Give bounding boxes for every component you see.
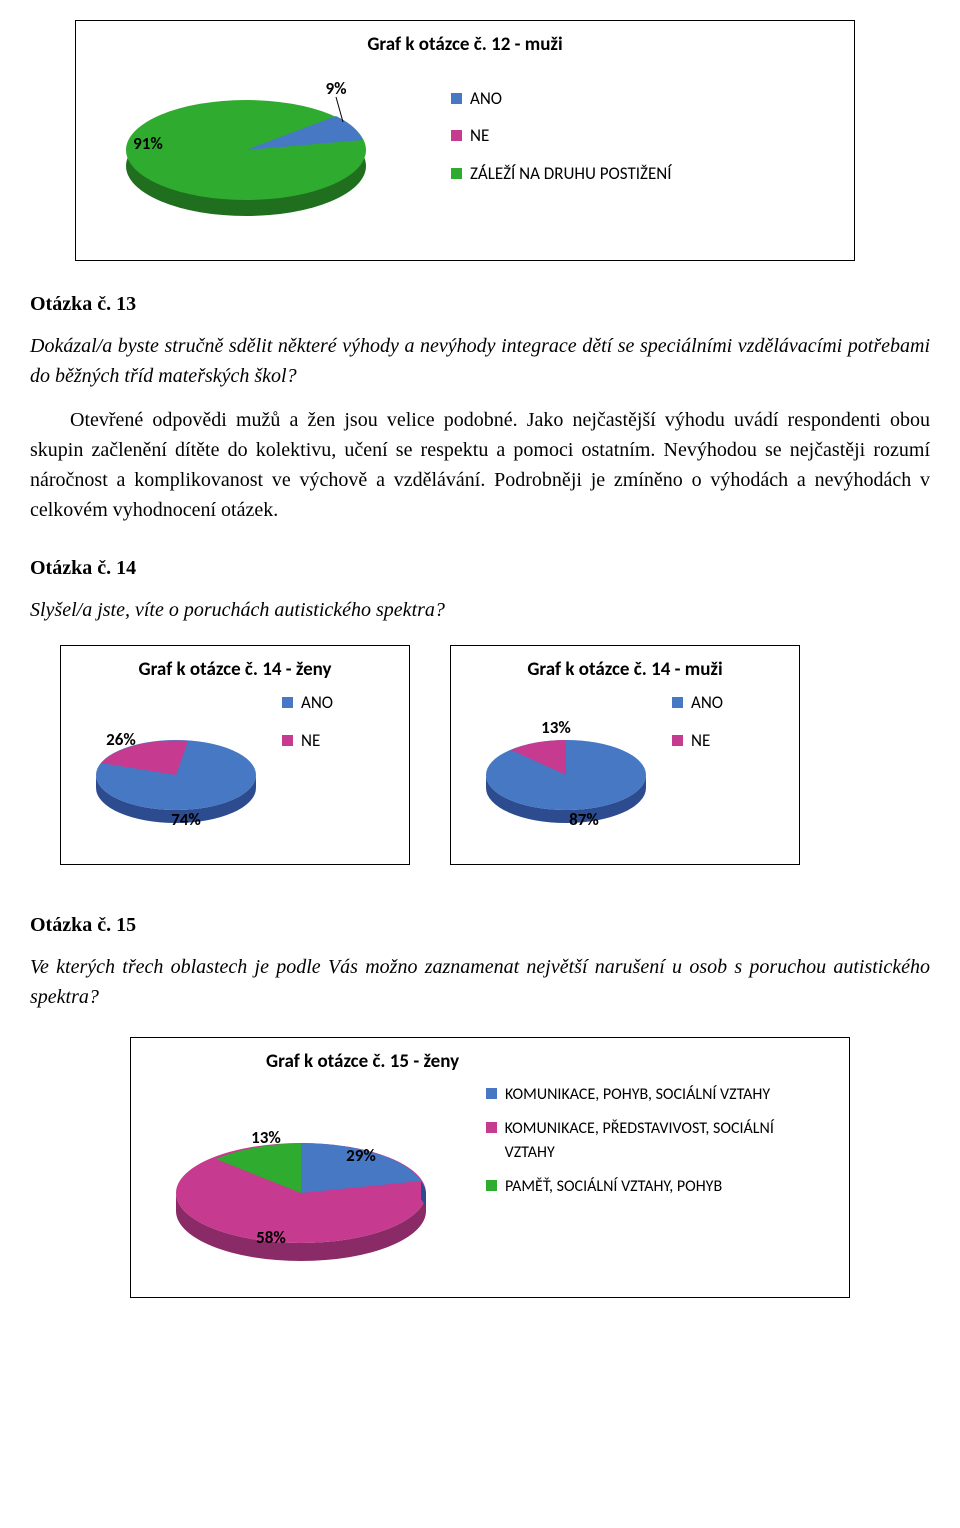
svg-text:91%: 91% <box>133 133 163 154</box>
legend-item: NE <box>451 123 672 149</box>
svg-text:58%: 58% <box>256 1227 286 1248</box>
legend-item: PAMĚŤ, SOCIÁLNÍ VZTAHY, POHYB <box>486 1175 816 1199</box>
q15-prompt: Ve kterých třech oblastech je podle Vás … <box>30 952 930 1012</box>
legend-item: ANO <box>672 690 723 716</box>
legend-label: ANO <box>470 86 502 112</box>
legend-swatch <box>282 697 293 708</box>
legend-item: ANO <box>451 86 672 112</box>
q13-heading: Otázka č. 13 <box>30 289 930 319</box>
legend-item: KOMUNIKACE, PŘEDSTAVIVOST, SOCIÁLNÍ VZTA… <box>486 1117 816 1165</box>
legend-item: ZÁLEŽÍ NA DRUHU POSTIŽENÍ <box>451 161 672 187</box>
legend-swatch <box>282 735 293 746</box>
legend-swatch <box>486 1122 497 1133</box>
chart14-men-box: Graf k otázce č. 14 - muži 13% 87% <box>450 645 800 866</box>
legend-label: KOMUNIKACE, POHYB, SOCIÁLNÍ VZTAHY <box>505 1083 770 1107</box>
chart14-women-legend: ANO NE <box>282 690 333 753</box>
legend-label: NE <box>691 728 710 754</box>
legend-item: ANO <box>282 690 333 716</box>
legend-swatch <box>486 1088 497 1099</box>
chart12-box: Graf k otázce č. 12 - muži 9% 91% ANO <box>75 20 855 261</box>
svg-text:26%: 26% <box>106 729 136 750</box>
q13-para: Otevřené odpovědi mužů a žen jsou velice… <box>30 405 930 525</box>
legend-label: ANO <box>691 690 723 716</box>
svg-text:9%: 9% <box>325 78 346 99</box>
chart14-men-title: Graf k otázce č. 14 - muži <box>466 656 784 685</box>
chart12-pie: 9% 91% <box>91 66 431 245</box>
legend-swatch <box>486 1180 497 1191</box>
legend-swatch <box>672 735 683 746</box>
q15-heading: Otázka č. 15 <box>30 910 930 940</box>
legend-item: NE <box>282 728 333 754</box>
legend-label: NE <box>470 123 489 149</box>
legend-item: KOMUNIKACE, POHYB, SOCIÁLNÍ VZTAHY <box>486 1083 816 1107</box>
chart14-men-pie: 13% 87% <box>466 690 666 849</box>
chart15-title: Graf k otázce č. 15 - ženy <box>146 1048 834 1077</box>
legend-label: NE <box>301 728 320 754</box>
chart12-legend: ANO NE ZÁLEŽÍ NA DRUHU POSTIŽENÍ <box>451 86 672 187</box>
legend-label: ANO <box>301 690 333 716</box>
svg-text:29%: 29% <box>346 1145 376 1166</box>
svg-text:74%: 74% <box>171 809 201 830</box>
q14-prompt: Slyšel/a jste, víte o poruchách autistic… <box>30 595 930 625</box>
q14-heading: Otázka č. 14 <box>30 553 930 583</box>
q13-prompt: Dokázal/a byste stručně sdělit některé v… <box>30 331 930 391</box>
chart14-men-legend: ANO NE <box>672 690 723 753</box>
svg-text:13%: 13% <box>251 1127 281 1148</box>
legend-label: PAMĚŤ, SOCIÁLNÍ VZTAHY, POHYB <box>505 1175 722 1199</box>
chart14-women-pie: 26% 74% <box>76 690 276 849</box>
chart14-women-box: Graf k otázce č. 14 - ženy 26% 74% <box>60 645 410 866</box>
legend-swatch <box>451 93 462 104</box>
chart12-title: Graf k otázce č. 12 - muži <box>91 31 839 60</box>
chart15-pie: 29% 13% 58% <box>146 1083 466 1282</box>
chart15-legend: KOMUNIKACE, POHYB, SOCIÁLNÍ VZTAHY KOMUN… <box>486 1083 816 1199</box>
legend-swatch <box>672 697 683 708</box>
chart14-women-title: Graf k otázce č. 14 - ženy <box>76 656 394 685</box>
svg-text:87%: 87% <box>569 809 599 830</box>
chart15-box: Graf k otázce č. 15 - ženy 29% 13% 58% <box>130 1037 850 1298</box>
legend-swatch <box>451 168 462 179</box>
legend-item: NE <box>672 728 723 754</box>
legend-swatch <box>451 130 462 141</box>
legend-label: ZÁLEŽÍ NA DRUHU POSTIŽENÍ <box>470 161 672 187</box>
legend-label: KOMUNIKACE, PŘEDSTAVIVOST, SOCIÁLNÍ VZTA… <box>505 1117 816 1165</box>
svg-text:13%: 13% <box>541 717 571 738</box>
